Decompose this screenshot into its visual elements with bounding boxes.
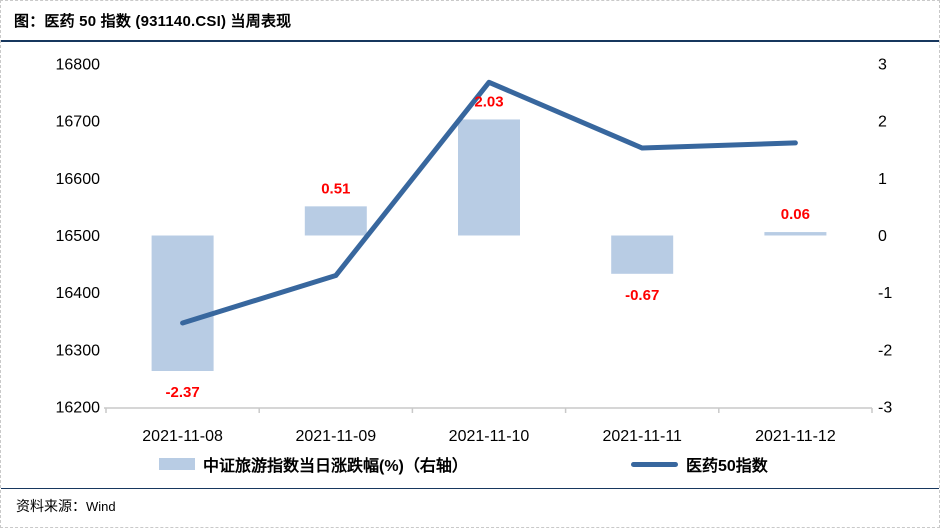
source-name: Wind (86, 499, 116, 514)
x-axis-category-label: 2021-11-09 (295, 428, 376, 445)
left-axis-tick-label: 16700 (56, 114, 101, 131)
x-axis-category-label: 2021-11-12 (755, 428, 836, 445)
left-axis-tick-label: 16600 (56, 171, 101, 188)
bar-value-label: 0.51 (321, 180, 350, 197)
bar-2021-11-12 (764, 232, 827, 236)
bar-2021-11-11 (611, 235, 674, 274)
x-axis-category-label: 2021-11-10 (449, 428, 530, 445)
right-axis-tick-label: -1 (878, 285, 892, 302)
bar-series-swatch-icon (159, 458, 195, 470)
right-axis-tick-label: 1 (878, 171, 887, 188)
x-axis-category-label: 2021-11-08 (142, 428, 223, 445)
bar-2021-11-10 (458, 119, 520, 236)
bar-value-label: -0.67 (625, 287, 659, 304)
right-axis-tick-label: 0 (878, 228, 887, 245)
left-axis-tick-label: 16200 (56, 400, 101, 417)
legend-line-label: 医药50指数 (686, 458, 768, 475)
bar-value-label: 0.06 (781, 206, 810, 223)
line-series-swatch-icon (631, 461, 678, 467)
bar-value-label: 2.03 (474, 93, 503, 110)
right-axis-tick-label: 2 (878, 114, 887, 131)
x-axis-category-label: 2021-11-11 (602, 428, 682, 445)
chart-canvas: 16800 16700 16600 16500 16400 16300 16200 3 2 1 0 -… (56, 57, 893, 446)
bar-value-label: -2.37 (165, 384, 199, 401)
right-axis-tick-label: -2 (878, 342, 892, 359)
left-axis-tick-label: 16300 (56, 342, 101, 359)
bar-2021-11-09 (304, 206, 367, 236)
legend-item-line-series: 医药50指数 (631, 453, 768, 475)
footer-divider (1, 488, 939, 489)
figure-title: 图：医药 50 指数 (931140.CSI) 当周表现 (14, 13, 292, 30)
left-axis-tick-label: 16500 (56, 228, 101, 245)
right-axis-tick-label: -3 (878, 400, 892, 417)
legend-item-bar-series: 中证旅游指数当日涨跌幅(%)（右轴） (159, 453, 468, 475)
legend-bar-label: 中证旅游指数当日涨跌幅(%)（右轴） (203, 458, 468, 475)
source-prefix: 资料来源： (16, 500, 86, 515)
left-axis-tick-label: 16800 (56, 57, 101, 74)
line-series (180, 79, 798, 326)
left-axis-tick-label: 16400 (56, 285, 101, 302)
source-line: 资料来源：Wind (16, 496, 116, 516)
bar-2021-11-08 (151, 235, 214, 371)
right-axis-tick-label: 3 (878, 57, 887, 74)
header-divider (1, 40, 939, 42)
